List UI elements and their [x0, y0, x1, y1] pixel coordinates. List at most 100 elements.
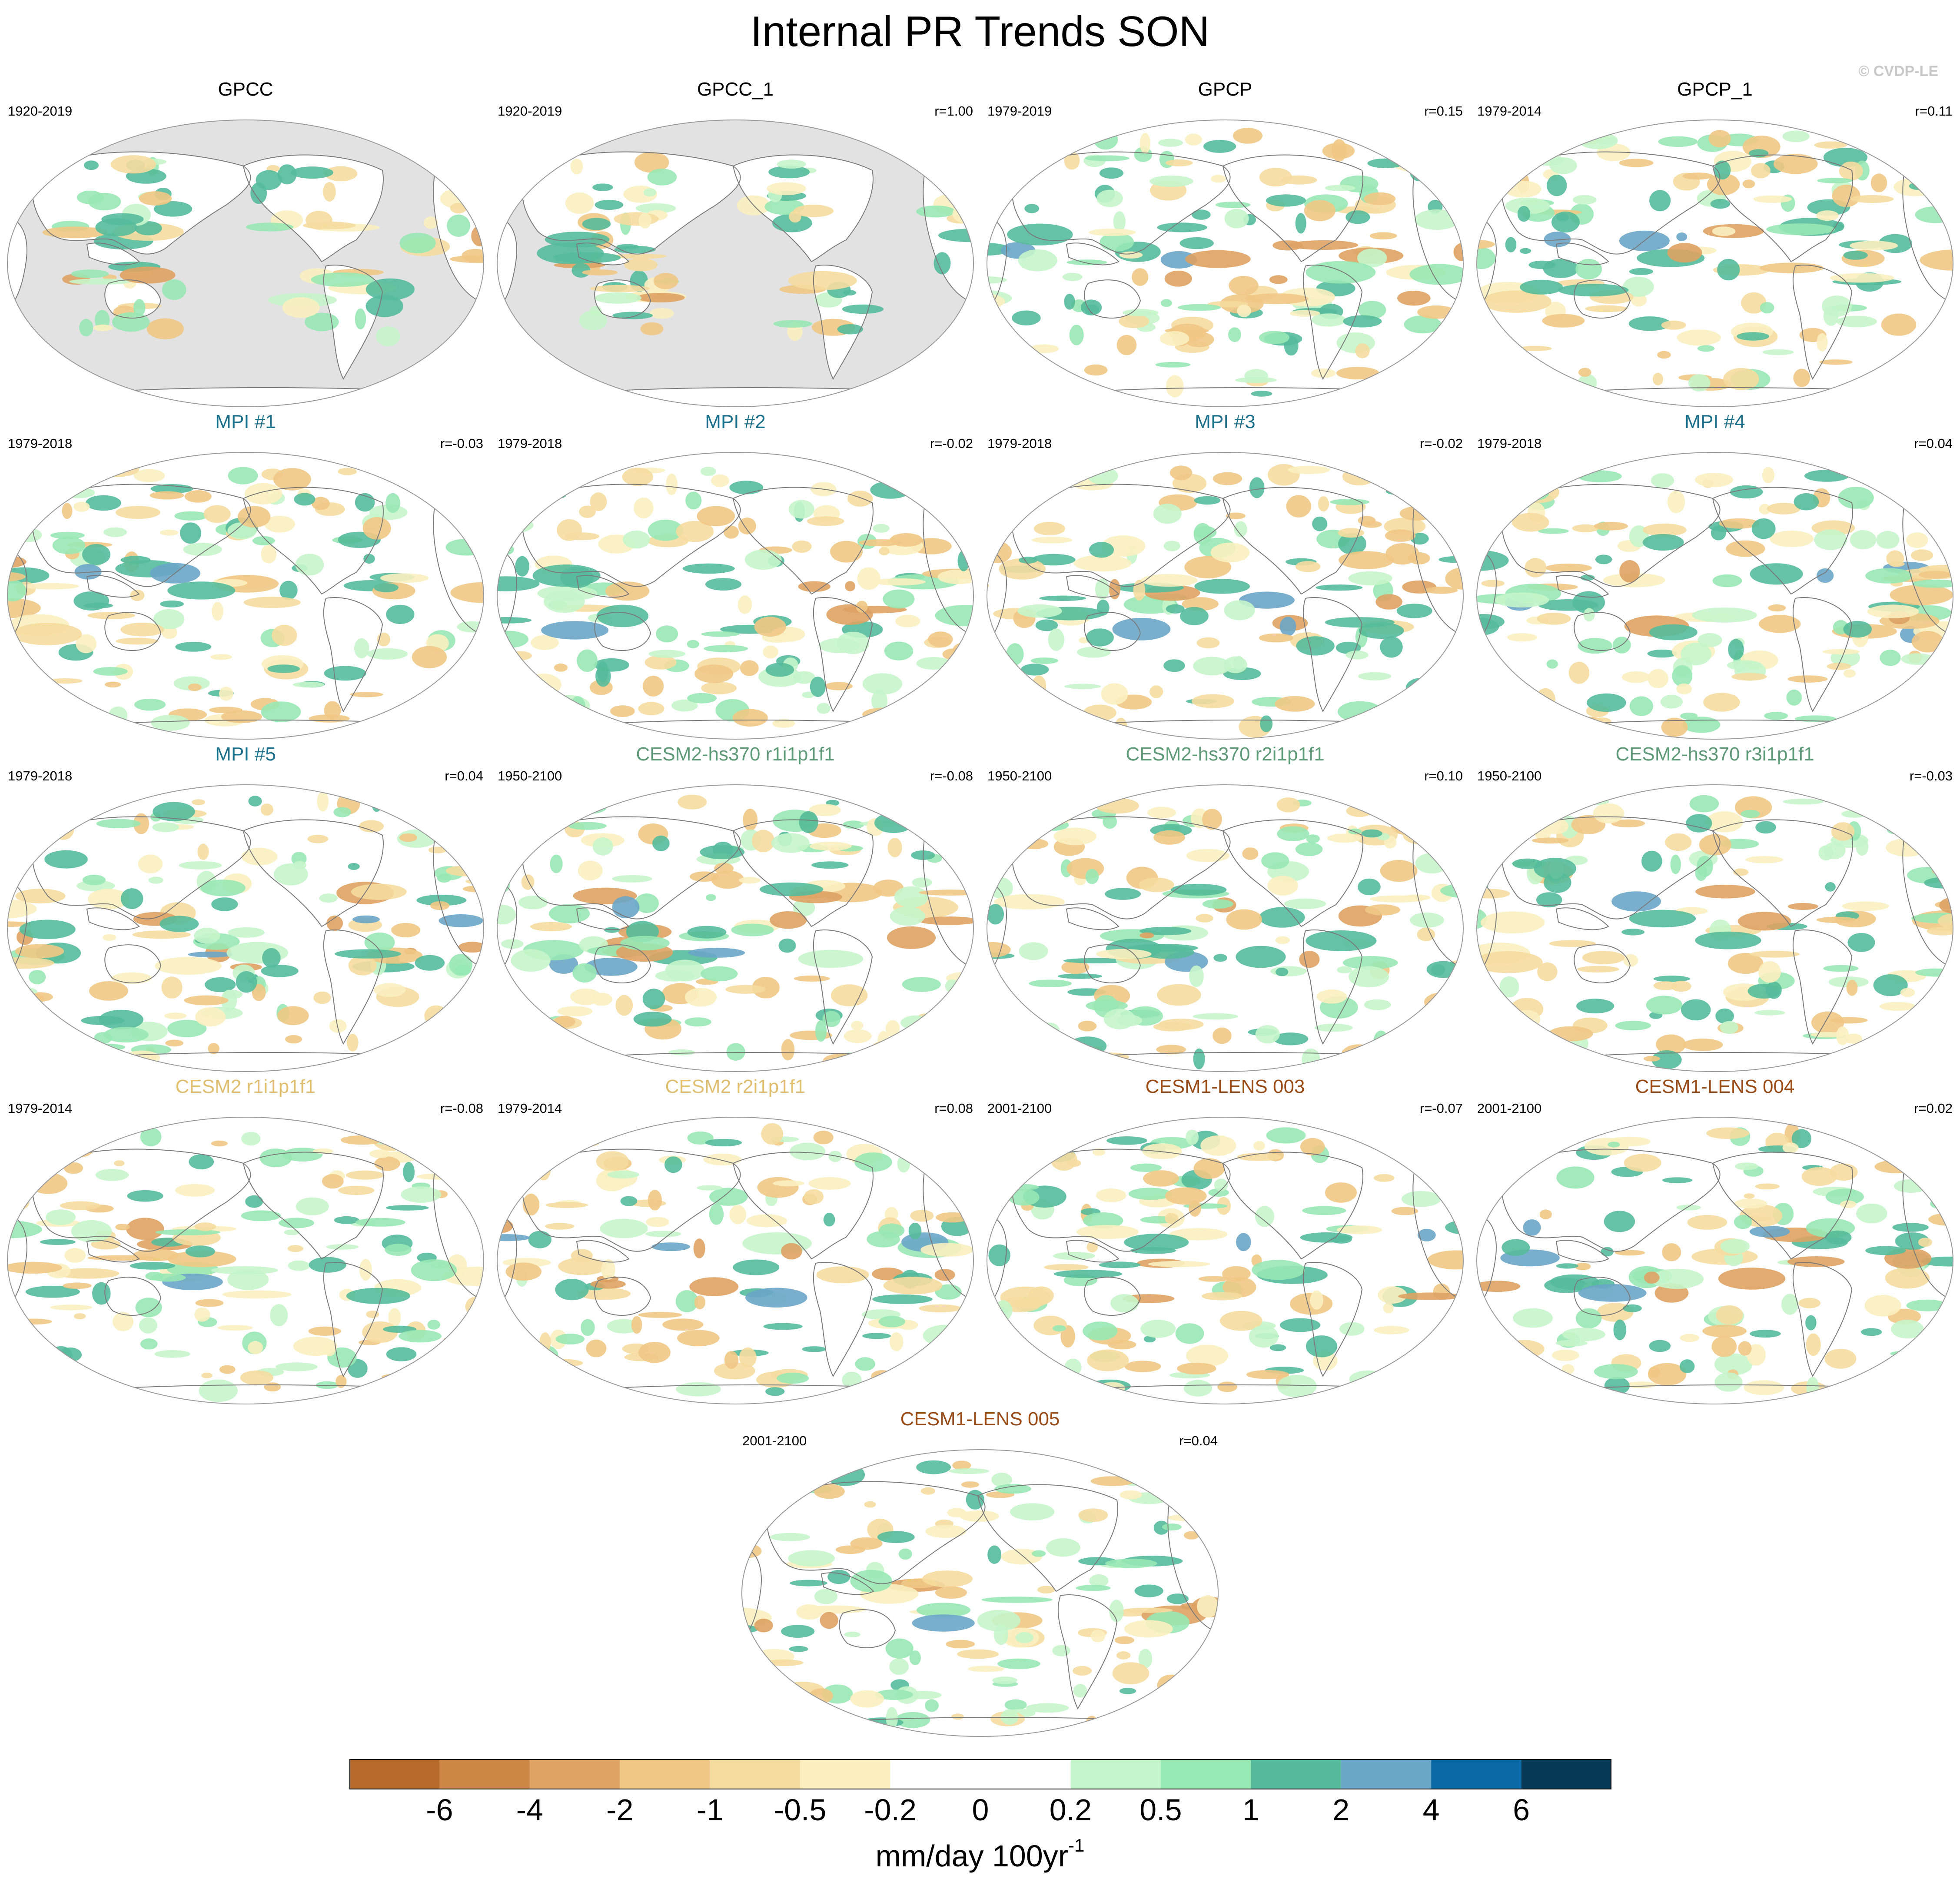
trend-contour: [7, 495, 18, 509]
map-panel: CESM2-hs370 r2i1p1f1 1950-2100 r=0.10: [980, 743, 1471, 1073]
trend-contour: [1179, 237, 1214, 249]
trend-contour: [1202, 899, 1233, 909]
trend-contour: [633, 1012, 672, 1027]
trend-contour: [1436, 661, 1463, 674]
trend-contour: [987, 807, 993, 822]
panel-years: 2001-2100: [987, 1101, 1052, 1116]
trend-contour: [1296, 842, 1323, 856]
trend-contour: [987, 345, 1015, 365]
trend-contour: [1061, 960, 1090, 974]
trend-contour: [1086, 1241, 1098, 1253]
land-area: [497, 217, 517, 314]
coastline: [576, 907, 630, 930]
trend-contour: [311, 497, 330, 510]
trend-contour: [62, 503, 73, 519]
coastline: [86, 907, 140, 930]
trend-contour: [987, 1023, 1004, 1037]
trend-contour: [1949, 823, 1953, 837]
trend-contour: [1477, 1018, 1508, 1036]
trend-contour: [1680, 1334, 1700, 1342]
trend-contour: [1521, 485, 1549, 501]
trend-contour: [1631, 293, 1647, 307]
coastline: [1084, 612, 1141, 651]
trend-contour: [957, 1649, 999, 1659]
trend-contour: [1805, 1315, 1817, 1331]
coastline: [767, 1481, 986, 1584]
trend-contour: [348, 863, 360, 870]
trend-contour: [1338, 701, 1382, 722]
trend-contour: [676, 521, 714, 542]
trend-contour: [1653, 981, 1678, 990]
trend-contour: [856, 601, 868, 613]
trend-contour: [1518, 345, 1552, 352]
trend-contour: [1942, 831, 1953, 850]
trend-contour: [1233, 128, 1262, 144]
trend-contour: [333, 807, 351, 817]
trend-contour: [1444, 657, 1460, 664]
trend-contour: [894, 886, 929, 908]
trend-contour: [1665, 833, 1692, 851]
trend-contour: [1275, 696, 1315, 712]
trend-contour: [1031, 812, 1072, 825]
trend-contour: [685, 491, 702, 510]
trend-contour: [1364, 192, 1396, 206]
trend-contour: [1822, 649, 1860, 654]
trend-contour: [1742, 179, 1755, 189]
trend-contour: [572, 963, 597, 983]
trend-contour: [161, 976, 183, 999]
trend-contour: [732, 709, 768, 727]
trend-contour: [761, 1123, 783, 1145]
trend-contour: [252, 983, 266, 1001]
trend-contour: [1330, 1235, 1352, 1244]
trend-contour: [103, 934, 116, 941]
trend-contour: [109, 706, 128, 724]
trend-contour: [127, 1190, 163, 1202]
trend-contour: [1076, 1585, 1111, 1591]
trend-contour: [1415, 490, 1435, 500]
coastline: [1222, 1152, 1363, 1260]
trend-contour: [1523, 1219, 1541, 1236]
trend-contour: [334, 1216, 359, 1224]
trend-contour: [1814, 141, 1847, 149]
trend-contour: [85, 495, 121, 511]
trend-contour: [1073, 555, 1132, 572]
trend-contour: [912, 877, 932, 888]
trend-contour: [687, 640, 699, 648]
coastline: [32, 151, 251, 255]
trend-contour: [1880, 650, 1901, 666]
trend-contour: [1177, 304, 1221, 311]
trend-contour: [884, 641, 914, 661]
trend-contour: [1477, 614, 1505, 630]
trend-contour: [565, 192, 594, 214]
trend-contour: [648, 650, 686, 658]
map-panel: CESM2-hs370 r3i1p1f1 1950-2100 r=-0.03: [1469, 743, 1960, 1073]
trend-contour: [740, 660, 759, 676]
coastline: [1066, 242, 1120, 266]
trend-contour: [1286, 495, 1311, 518]
trend-contour: [1572, 524, 1599, 532]
trend-contour: [1073, 1684, 1087, 1698]
panel-correlation: r=0.04: [1179, 1433, 1218, 1448]
trend-contour: [1391, 1207, 1419, 1215]
panel-title: GPCC_1: [697, 79, 774, 100]
trend-contour: [1374, 1326, 1409, 1334]
trend-contour: [1064, 1358, 1082, 1376]
coastline: [1555, 575, 1609, 598]
precip-trend-map: [7, 119, 484, 407]
trend-contour: [1625, 1381, 1658, 1388]
trend-contour: [425, 1139, 467, 1159]
trend-contour: [313, 991, 331, 1004]
trend-contour: [1420, 487, 1463, 506]
coastline: [1555, 242, 1609, 266]
trend-contour: [1453, 638, 1463, 647]
trend-contour: [1410, 163, 1427, 181]
trend-contour: [689, 1277, 739, 1296]
trend-contour: [1185, 133, 1202, 146]
trend-contour: [1577, 966, 1619, 973]
trend-contour: [497, 617, 532, 624]
trend-contour: [1556, 213, 1569, 222]
trend-contour: [1411, 1353, 1450, 1370]
trend-contour: [132, 930, 191, 939]
colorbar-swatch: [1341, 1759, 1432, 1789]
trend-contour: [951, 1713, 964, 1720]
